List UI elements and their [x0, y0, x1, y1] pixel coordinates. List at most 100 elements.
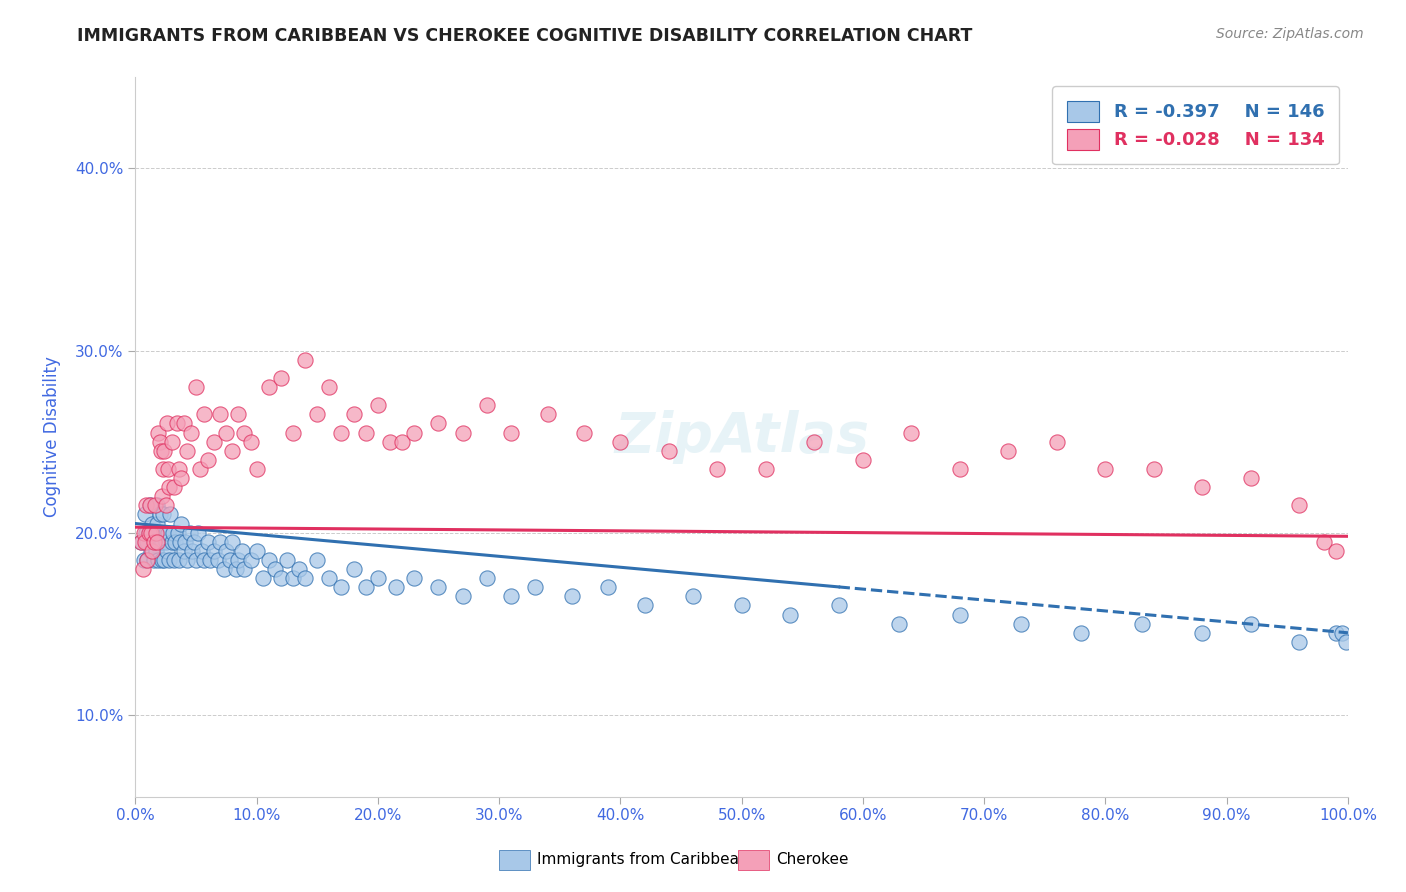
Point — [572, 425, 595, 440]
Point — [148, 534, 170, 549]
Point — [1010, 616, 1032, 631]
Point — [378, 434, 401, 449]
Point — [215, 544, 238, 558]
Point — [142, 534, 165, 549]
Point — [139, 525, 162, 540]
Point — [150, 489, 173, 503]
Point — [633, 599, 655, 613]
Point — [1130, 616, 1153, 631]
Point — [156, 544, 179, 558]
Point — [156, 417, 179, 431]
Text: ZipAtlas: ZipAtlas — [614, 410, 869, 464]
Point — [160, 534, 183, 549]
Point — [385, 580, 408, 594]
Legend: R = -0.397    N = 146, R = -0.028    N = 134: R = -0.397 N = 146, R = -0.028 N = 134 — [1052, 87, 1339, 164]
Point — [163, 553, 186, 567]
Point — [191, 544, 214, 558]
Point — [536, 407, 558, 421]
Point — [1143, 462, 1166, 476]
Point — [318, 380, 340, 394]
Point — [270, 371, 292, 385]
Point — [827, 599, 849, 613]
Point — [152, 508, 174, 522]
Point — [157, 525, 180, 540]
Text: IMMIGRANTS FROM CARIBBEAN VS CHEROKEE COGNITIVE DISABILITY CORRELATION CHART: IMMIGRANTS FROM CARIBBEAN VS CHEROKEE CO… — [77, 27, 973, 45]
Point — [148, 434, 170, 449]
Point — [132, 553, 155, 567]
Point — [160, 434, 183, 449]
Point — [155, 499, 177, 513]
Point — [221, 443, 243, 458]
Point — [263, 562, 285, 576]
Point — [142, 553, 165, 567]
Point — [276, 553, 298, 567]
Point — [1191, 625, 1213, 640]
Point — [889, 616, 911, 631]
Point — [658, 443, 681, 458]
Point — [148, 508, 170, 522]
Point — [225, 562, 247, 576]
Point — [1330, 625, 1353, 640]
Point — [1288, 635, 1310, 649]
Point — [157, 480, 180, 494]
Point — [145, 525, 167, 540]
Point — [143, 525, 166, 540]
Point — [197, 452, 219, 467]
Point — [202, 434, 225, 449]
Point — [318, 571, 340, 585]
Point — [354, 425, 377, 440]
Point — [475, 398, 498, 412]
Point — [803, 434, 825, 449]
Point — [141, 516, 163, 531]
Point — [852, 452, 875, 467]
Point — [157, 462, 180, 476]
Point — [1334, 635, 1357, 649]
Point — [184, 380, 207, 394]
Point — [342, 562, 364, 576]
Point — [131, 534, 153, 549]
Point — [367, 571, 389, 585]
Point — [166, 525, 188, 540]
Point — [561, 590, 583, 604]
Point — [252, 571, 274, 585]
Point — [131, 534, 153, 549]
Point — [146, 516, 169, 531]
Point — [202, 544, 225, 558]
Point — [501, 425, 523, 440]
Point — [682, 590, 704, 604]
Point — [162, 525, 184, 540]
Point — [367, 398, 389, 412]
Point — [167, 553, 190, 567]
Point — [138, 525, 160, 540]
Point — [330, 580, 353, 594]
Point — [181, 544, 204, 558]
Point — [173, 417, 195, 431]
Text: Cherokee: Cherokee — [776, 853, 849, 867]
Point — [1288, 499, 1310, 513]
Point — [228, 407, 250, 421]
Point — [281, 571, 304, 585]
Point — [755, 462, 778, 476]
Point — [139, 544, 162, 558]
Text: Immigrants from Caribbean: Immigrants from Caribbean — [537, 853, 749, 867]
Point — [132, 525, 155, 540]
Point — [221, 534, 243, 549]
Point — [779, 607, 801, 622]
Point — [475, 571, 498, 585]
Point — [451, 590, 474, 604]
Point — [131, 562, 153, 576]
Point — [231, 544, 253, 558]
Point — [163, 480, 186, 494]
Point — [135, 525, 157, 540]
Point — [245, 544, 267, 558]
Point — [179, 525, 201, 540]
Point — [307, 553, 329, 567]
Point — [233, 425, 256, 440]
Point — [173, 544, 195, 558]
Point — [307, 407, 329, 421]
Text: Source: ZipAtlas.com: Source: ZipAtlas.com — [1216, 27, 1364, 41]
Point — [135, 499, 157, 513]
Point — [146, 499, 169, 513]
Point — [141, 544, 163, 558]
Point — [145, 544, 167, 558]
